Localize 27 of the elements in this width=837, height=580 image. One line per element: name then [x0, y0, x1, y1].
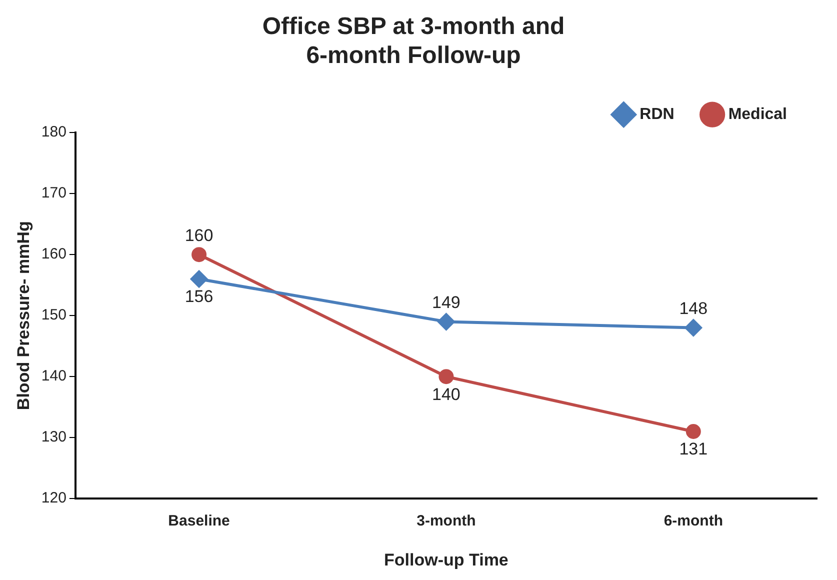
y-tick-label: 150: [41, 306, 66, 324]
legend-label: Medical: [728, 106, 787, 124]
y-axis-title: Blood Pressure- mmHg: [14, 221, 33, 410]
y-tick-label: 140: [41, 368, 66, 385]
x-axis-title: Follow-up Time: [384, 550, 508, 570]
data-label: 148: [679, 298, 708, 318]
data-label: 131: [679, 440, 708, 459]
x-tick-label: Baseline: [168, 512, 230, 530]
data-label: 160: [184, 226, 214, 245]
y-tick-label: 160: [41, 246, 66, 263]
point: [192, 247, 207, 262]
data-label: 140: [432, 384, 460, 404]
point: [686, 424, 701, 439]
legend-label: RDN: [640, 106, 674, 124]
y-tick-label: 170: [41, 184, 66, 202]
point: [438, 313, 455, 330]
point: [438, 369, 454, 384]
x-tick-label: 3-month: [416, 512, 476, 530]
data-label: 149: [432, 292, 460, 312]
data-label: 156: [184, 287, 214, 306]
y-tick-label: 130: [41, 428, 66, 446]
point: [684, 319, 702, 336]
point: [190, 270, 208, 288]
y-tick-label: 180: [41, 124, 66, 141]
chart-title: Office SBP at 3-month and 6-month Follow-up: [262, 13, 565, 69]
y-tick-label: 120: [41, 490, 66, 507]
x-tick-label: 6-month: [664, 512, 723, 530]
